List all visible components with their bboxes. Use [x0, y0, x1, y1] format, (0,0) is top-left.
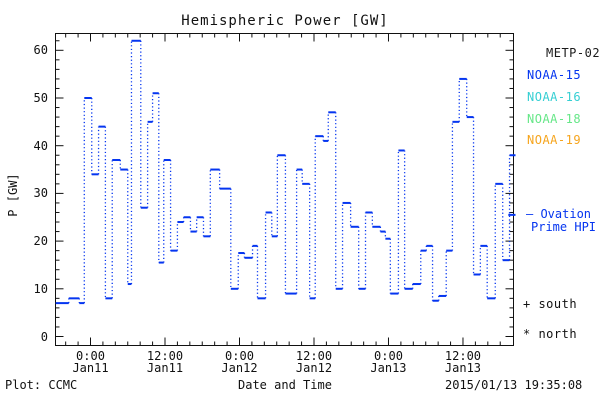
chart-title: Hemispheric Power [GW] [181, 13, 389, 29]
legend-ovation-line1: — Ovation [526, 207, 592, 221]
legend-item-noaa18: NOAA-18 [527, 112, 582, 126]
legend-item-metp02: METP-02 [546, 46, 600, 60]
legend-ovation-line2: Prime HPI [531, 220, 597, 234]
y-tick-label: 30 [33, 186, 48, 201]
y-tick-label: 10 [33, 281, 48, 296]
y-tick-label: 0 [40, 329, 48, 344]
legend-marker-south: + south [523, 297, 578, 311]
axis-ticks [55, 33, 514, 346]
legend-item-noaa15: NOAA-15 [527, 68, 582, 82]
y-tick-label: 50 [33, 91, 48, 105]
footer-timestamp: 2015/01/13 19:35:08 [445, 378, 583, 392]
x-tick-label: 0:00 Jan11 [72, 349, 109, 375]
x-tick-label: 12:00 Jan12 [295, 349, 333, 375]
footer-axis-caption: Date and Time [238, 378, 332, 392]
y-tick-label: 40 [33, 138, 48, 153]
y-tick-label: 60 [33, 43, 48, 58]
data-series-ovation-hpi [55, 39, 516, 305]
x-tick-label: 0:00 Jan13 [370, 349, 407, 375]
x-tick-label: 12:00 Jan11 [146, 349, 184, 375]
footer-plot-source: Plot: CCMC [5, 378, 78, 392]
plot-frame [55, 33, 514, 346]
legend-marker-north: * north [523, 327, 578, 341]
x-tick-label: 12:00 Jan13 [444, 349, 482, 375]
y-tick-label: 20 [33, 234, 48, 249]
x-tick-label: 0:00 Jan12 [221, 349, 258, 375]
legend-item-noaa16: NOAA-16 [527, 90, 582, 104]
legend-item-noaa19: NOAA-19 [527, 133, 582, 147]
